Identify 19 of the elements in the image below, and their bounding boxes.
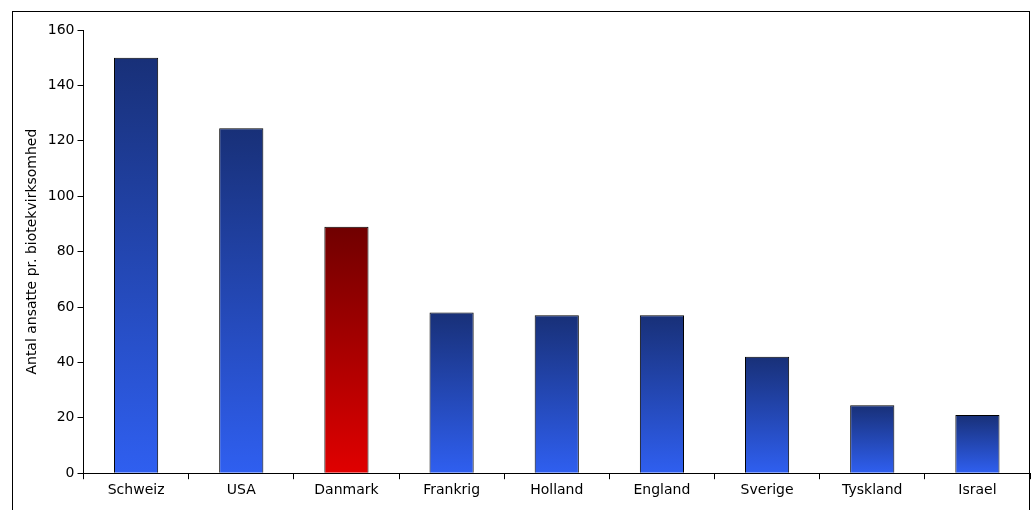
y-tick-label: 100 (47, 186, 75, 203)
y-tick-label: 20 (56, 408, 75, 425)
x-tick-label: Frankrig (423, 481, 481, 498)
y-axis-title: Antal ansatte pr. biotekvirksomhed (23, 128, 40, 375)
y-tick-label: 0 (65, 463, 75, 480)
x-tick-label: England (633, 481, 691, 498)
y-tick-label: 80 (56, 242, 75, 259)
y-tick-label: 60 (56, 297, 75, 314)
x-tick-label: Holland (530, 481, 584, 498)
x-tick-label: Tyskland (841, 481, 903, 498)
x-tick-label: Sverige (740, 481, 794, 498)
y-tick-label: 160 (47, 20, 75, 37)
y-tick-label: 120 (47, 131, 75, 148)
x-tick-label: USA (226, 481, 257, 498)
x-tick-label: Israel (958, 481, 997, 498)
x-tick-label: Schweiz (107, 481, 165, 498)
y-tick-label: 140 (47, 76, 75, 93)
y-tick-label: 40 (56, 353, 75, 370)
x-tick-label: Danmark (314, 481, 380, 498)
